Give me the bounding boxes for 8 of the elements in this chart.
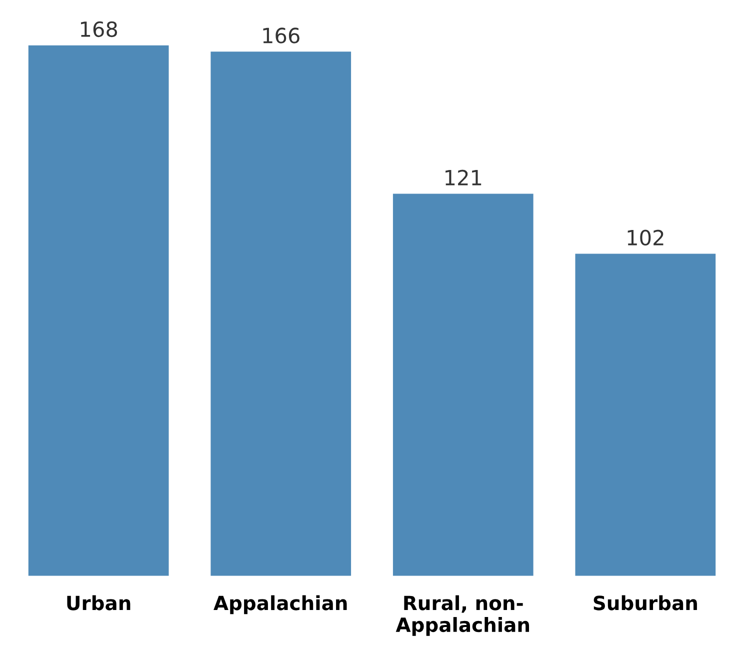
x-tick-label: Rural, non- Appalachian xyxy=(396,595,530,636)
data-label: 102 xyxy=(628,230,664,246)
data-label: 166 xyxy=(263,28,300,44)
data-label: 121 xyxy=(446,170,482,186)
x-tick-label: Suburban xyxy=(594,595,697,610)
data-label: 168 xyxy=(80,21,118,38)
x-tick-label: Appalachian xyxy=(214,595,347,614)
x-tick-label: Urban xyxy=(67,595,130,610)
